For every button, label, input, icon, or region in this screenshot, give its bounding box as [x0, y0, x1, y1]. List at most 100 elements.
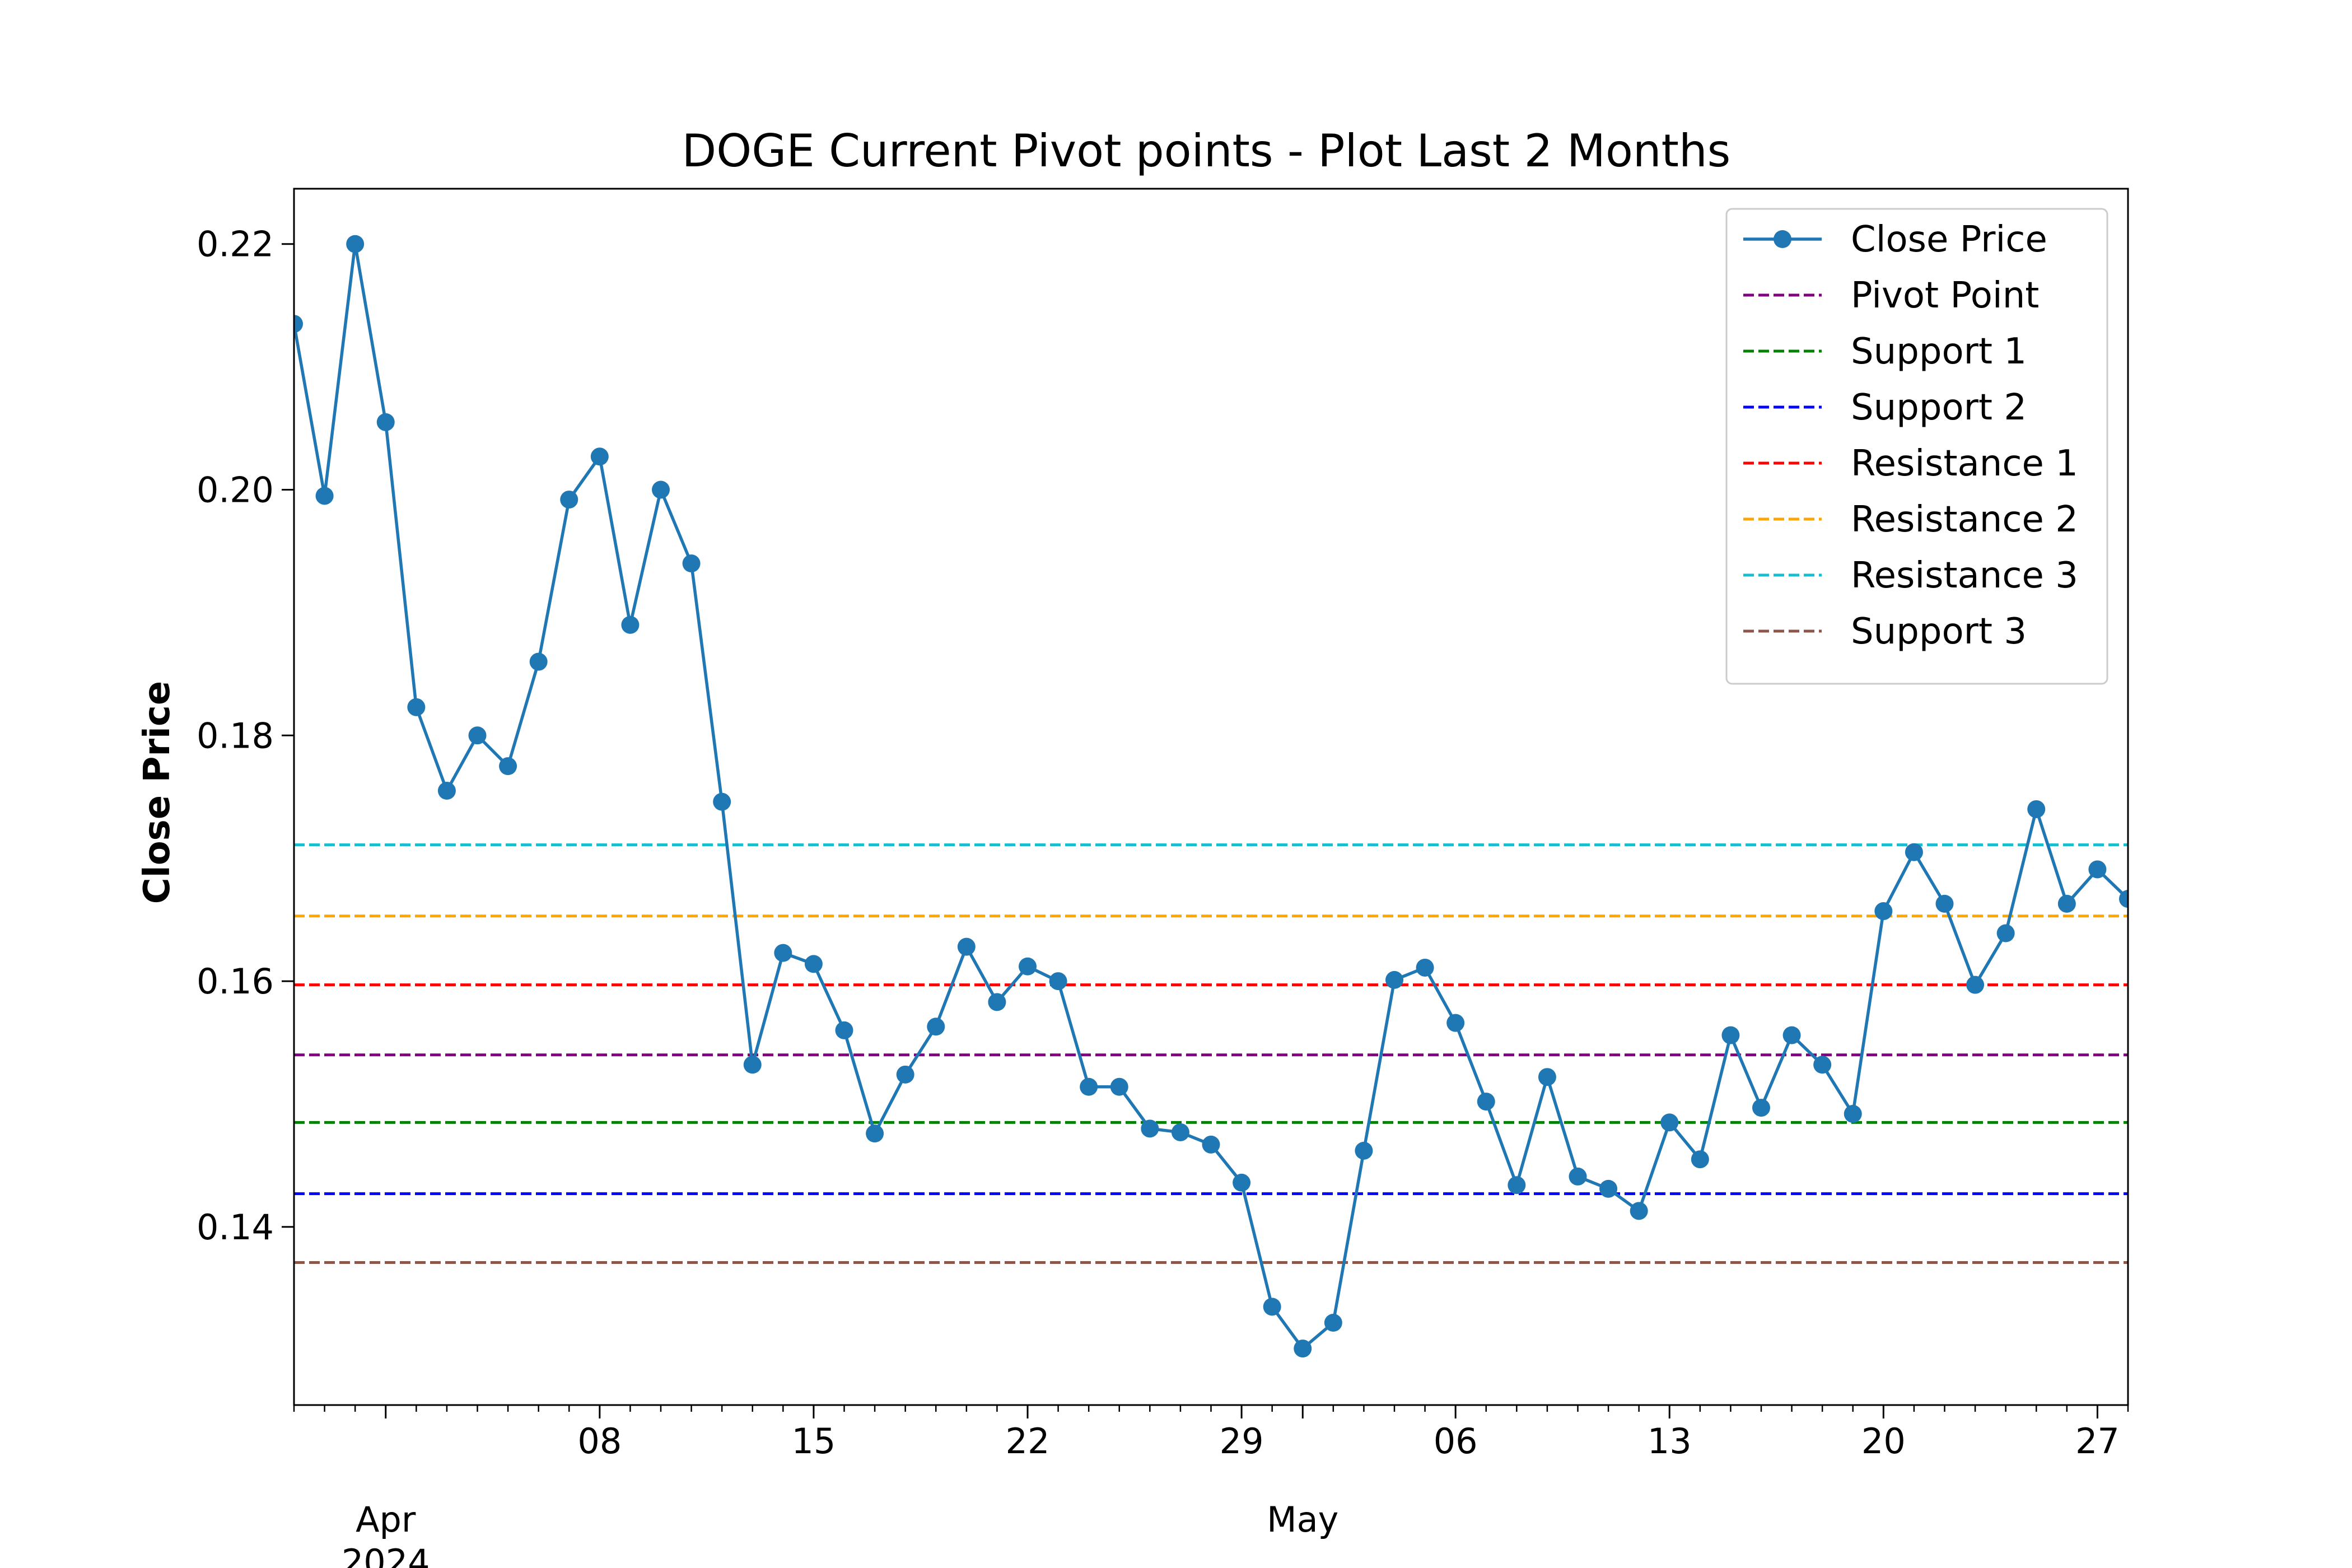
close-price-point	[1966, 976, 1985, 994]
x-tick-label: 29	[1220, 1421, 1264, 1462]
close-price-point	[2057, 894, 2076, 913]
close-price-point	[1171, 1123, 1189, 1141]
close-price-point	[1110, 1077, 1128, 1096]
close-price-point	[1844, 1105, 1862, 1123]
close-price-point	[1782, 1026, 1801, 1044]
close-price-point	[2119, 890, 2128, 908]
close-price-point	[1446, 1014, 1465, 1032]
close-price-point	[1721, 1026, 1740, 1044]
close-price-point	[1355, 1141, 1373, 1160]
legend-label: Pivot Point	[1851, 275, 2039, 316]
legend-entry-resistance-3: Resistance 3	[1743, 555, 2078, 596]
legend-label: Resistance 3	[1851, 555, 2078, 596]
close-price-point	[468, 726, 487, 745]
legend-entry-close-price: Close Price	[1743, 219, 2047, 260]
legend-entry-support-2: Support 2	[1743, 387, 2027, 428]
x-tick-label: 08	[577, 1421, 622, 1462]
close-price-point	[376, 413, 395, 431]
close-price-point	[1813, 1056, 1832, 1074]
plot-area	[294, 235, 2128, 1358]
close-price-point	[1385, 970, 1403, 989]
x-tick-label: 15	[791, 1421, 836, 1462]
x-month-label: Apr	[356, 1499, 416, 1540]
legend-entry-support-1: Support 1	[1743, 331, 2027, 372]
close-price-point	[866, 1124, 884, 1143]
close-price-point	[1752, 1099, 1770, 1117]
chart-title: DOGE Current Pivot points - Plot Last 2 …	[682, 125, 1731, 177]
close-price-point	[988, 993, 1006, 1011]
close-price-point	[743, 1056, 762, 1074]
close-price-point	[1019, 957, 1037, 976]
x-tick-label: 20	[1861, 1421, 1906, 1462]
close-price-point	[590, 447, 609, 466]
close-price-point	[652, 480, 670, 499]
close-price-point	[1630, 1202, 1648, 1220]
y-tick-label: 0.20	[197, 470, 274, 511]
close-price-point	[407, 698, 426, 716]
legend-label: Resistance 2	[1851, 499, 2078, 540]
close-price-point	[682, 554, 701, 573]
close-price-point	[1508, 1176, 1526, 1194]
close-price-point	[2088, 860, 2107, 879]
close-price-point	[1294, 1340, 1312, 1358]
close-price-point	[1569, 1167, 1587, 1186]
close-price-point	[560, 491, 578, 509]
y-tick-label: 0.18	[197, 715, 274, 756]
close-price-point	[1049, 972, 1067, 991]
x-tick-label: 13	[1648, 1421, 1692, 1462]
close-price-point	[804, 955, 823, 973]
legend-box	[1725, 208, 2108, 685]
legend-entry-resistance-1: Resistance 1	[1743, 443, 2078, 484]
x-year-label: 2024	[342, 1542, 430, 1568]
close-price-point	[1080, 1077, 1098, 1096]
legend-label: Resistance 1	[1851, 443, 2078, 484]
close-price-point	[1935, 894, 1954, 913]
close-price-point	[621, 615, 640, 634]
close-price-point	[927, 1018, 945, 1036]
y-tick-label: 0.22	[197, 224, 274, 265]
legend-label: Support 1	[1851, 331, 2027, 372]
close-price-point	[1599, 1179, 1618, 1198]
close-price-point	[499, 757, 517, 776]
legend-label: Support 2	[1851, 387, 2027, 428]
y-tick-label: 0.16	[197, 961, 274, 1002]
close-price-point	[1416, 958, 1434, 977]
legend: Close Price Pivot Point Support 1 Support 2…	[1725, 208, 2108, 685]
close-price-point	[957, 937, 976, 956]
close-price-point	[774, 944, 792, 962]
x-tick-label: 27	[2075, 1421, 2120, 1462]
legend-entry-support-3: Support 3	[1743, 611, 2027, 652]
close-price-point	[346, 235, 365, 253]
x-month-label: May	[1267, 1499, 1338, 1540]
legend-label: Support 3	[1851, 611, 2027, 652]
x-tick-label: 22	[1006, 1421, 1050, 1462]
legend-entry-pivot-point: Pivot Point	[1743, 275, 2039, 316]
close-price-point	[1324, 1314, 1342, 1332]
close-price-point	[437, 782, 456, 800]
close-price-point	[529, 652, 548, 671]
close-price-point	[315, 487, 334, 505]
close-price-point	[294, 315, 303, 333]
close-price-point	[2027, 800, 2046, 818]
close-price-point	[713, 792, 731, 811]
y-axis-label: Close Price	[137, 681, 178, 904]
x-tick-label: 06	[1434, 1421, 1478, 1462]
close-price-point	[1263, 1298, 1281, 1316]
close-price-point	[1202, 1135, 1220, 1154]
close-price-point	[896, 1065, 914, 1084]
y-axis: 0.14 0.16 0.18 0.20 0.22	[197, 224, 294, 1248]
legend-label: Close Price	[1851, 219, 2047, 260]
close-price-point	[1538, 1068, 1556, 1086]
close-price-point	[1996, 924, 2015, 942]
close-price-point	[1660, 1113, 1679, 1132]
close-price-point	[1141, 1119, 1159, 1138]
close-price-point	[1233, 1173, 1251, 1192]
close-price-point	[1905, 843, 1923, 861]
close-price-point	[1477, 1093, 1495, 1111]
legend-entry-resistance-2: Resistance 2	[1743, 499, 2078, 540]
close-price-point	[1691, 1150, 1709, 1169]
legend-marker	[1774, 230, 1791, 248]
y-tick-label: 0.14	[197, 1207, 274, 1248]
